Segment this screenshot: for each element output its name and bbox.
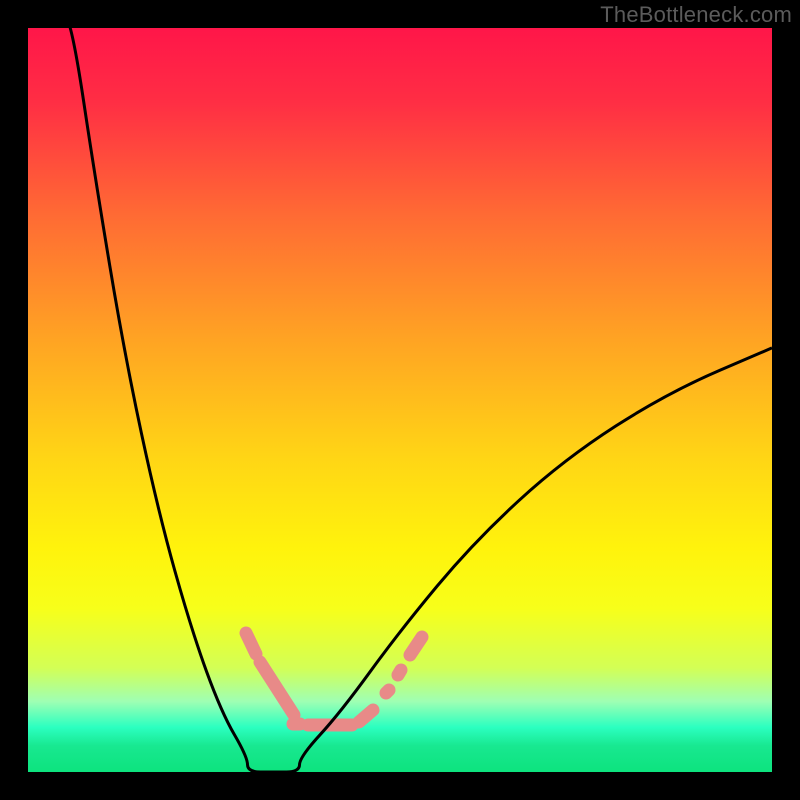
chart-root: TheBottleneck.com xyxy=(0,0,800,800)
highlight-segment xyxy=(359,710,373,722)
bottleneck-curve-chart xyxy=(0,0,800,800)
highlight-segment xyxy=(398,670,401,675)
highlight-segment xyxy=(246,633,256,654)
highlight-dot xyxy=(260,666,272,678)
highlight-segment xyxy=(386,690,389,693)
